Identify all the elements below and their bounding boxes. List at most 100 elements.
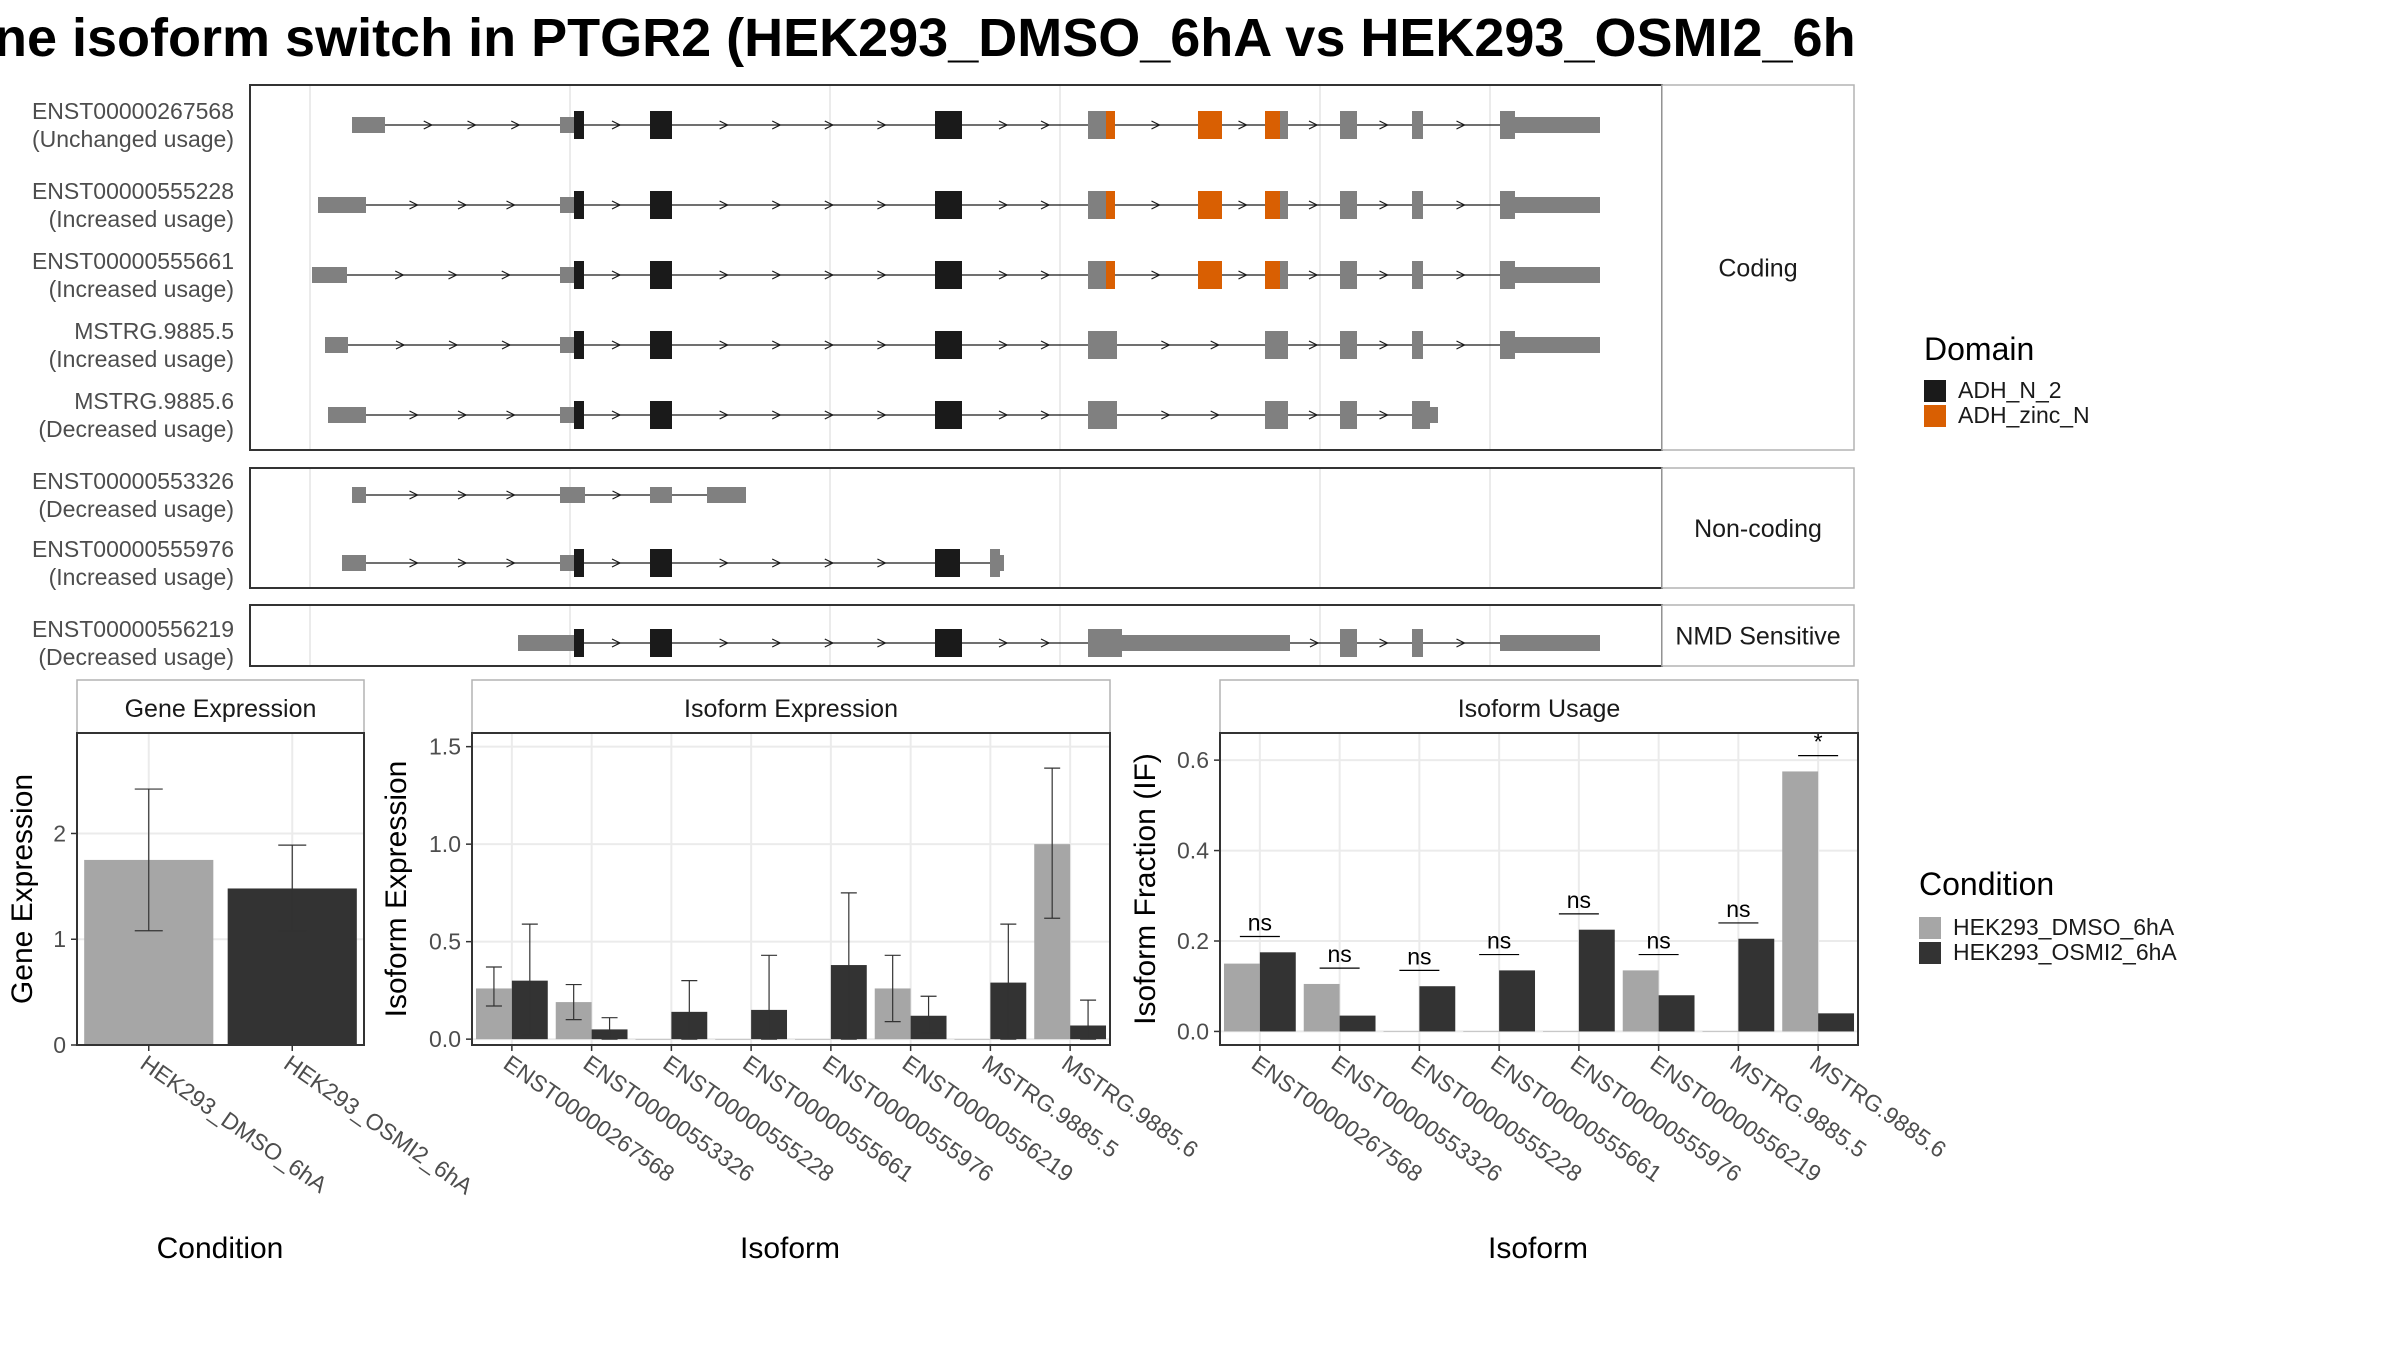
intron-arrow <box>448 270 458 280</box>
exon <box>560 267 577 283</box>
intron-arrow <box>877 340 887 350</box>
bar <box>954 1039 991 1040</box>
chart-title: Isoform Usage <box>1458 695 1621 723</box>
bar <box>1738 938 1775 1032</box>
intron-arrow <box>409 200 419 210</box>
intron-arrow <box>771 410 782 420</box>
intron-arrow <box>1456 200 1466 210</box>
exon <box>1515 337 1600 353</box>
intron-arrow <box>510 120 521 130</box>
exon <box>560 487 585 503</box>
y-axis-title: Isoform Fraction (IF) <box>1129 753 1162 1025</box>
transcript-row: ENST00000555661(Increased usage) <box>32 248 1600 302</box>
intron-arrow <box>824 340 835 350</box>
exon <box>1280 261 1288 289</box>
intron-arrow <box>877 120 887 130</box>
y-axis-title: Isoform Expression <box>380 761 413 1018</box>
y-tick-label: 0.2 <box>1177 928 1209 954</box>
exon <box>342 555 366 571</box>
exon <box>318 197 366 213</box>
intron-arrow <box>824 200 835 210</box>
y-axis-title: Gene Expression <box>6 774 39 1004</box>
intron-arrow <box>719 270 729 280</box>
exon <box>352 117 385 133</box>
y-tick-label: 1.0 <box>429 831 461 857</box>
bar <box>794 1039 831 1040</box>
transcript-row: MSTRG.9885.5(Increased usage) <box>49 318 1600 372</box>
intron-arrow <box>998 120 1009 130</box>
intron-arrow <box>998 270 1009 280</box>
exon <box>990 549 1000 577</box>
domain-adh-zinc <box>1198 261 1222 289</box>
exon <box>1500 635 1600 651</box>
transcript-facet: NMD Sensitive <box>249 604 1855 667</box>
y-tick-label: 1.5 <box>429 734 461 760</box>
intron-arrow <box>719 558 729 568</box>
isoform-id-label: MSTRG.9885.5 <box>74 318 234 344</box>
bar <box>1622 970 1659 1032</box>
intron-arrow <box>1309 638 1320 648</box>
intron-arrow <box>1379 638 1389 648</box>
bar <box>1542 1031 1579 1032</box>
domain-adh-n2 <box>650 111 672 139</box>
intron-arrow <box>409 410 419 420</box>
isoform-id-label: ENST00000267568 <box>32 98 234 124</box>
domain-adh-n2 <box>650 549 672 577</box>
intron-arrow <box>395 340 406 350</box>
intron-arrow <box>1210 340 1221 350</box>
transcript-row: ENST00000555976(Increased usage) <box>32 536 1004 590</box>
isoform-status-label: (Decreased usage) <box>38 644 234 670</box>
bar <box>1782 771 1819 1032</box>
exon <box>1412 191 1423 219</box>
domain-adh-n2 <box>574 401 584 429</box>
plot-border <box>1219 732 1859 1046</box>
exon <box>1340 401 1357 429</box>
y-tick-label: 2 <box>53 820 66 846</box>
exon <box>1430 407 1438 423</box>
intron-arrow <box>611 410 622 420</box>
domain-adh-zinc <box>1106 111 1115 139</box>
chart-strip <box>76 679 365 734</box>
exon <box>1265 331 1288 359</box>
isoform-status-label: (Increased usage) <box>49 564 234 590</box>
bar-chart-1: Isoform Expression0.00.51.01.5ENST000002… <box>380 679 1203 1265</box>
x-axis-title: Condition <box>157 1232 284 1265</box>
intron-arrow <box>1379 270 1389 280</box>
domain-legend-label: ADH_zinc_N <box>1958 402 2090 428</box>
exon <box>1088 261 1106 289</box>
isoform-status-label: (Increased usage) <box>49 276 234 302</box>
intron-arrow <box>457 200 468 210</box>
intron-arrow <box>1308 410 1319 420</box>
exon <box>560 337 577 353</box>
intron-arrow <box>998 410 1009 420</box>
intron-arrow <box>1161 340 1171 350</box>
y-tick-label: 0.0 <box>1177 1018 1209 1044</box>
transcript-facet: Non-coding <box>249 467 1855 589</box>
isoform-status-label: (Increased usage) <box>49 346 234 372</box>
facet-strip-label: Non-coding <box>1694 515 1822 543</box>
domain-adh-n2 <box>574 261 584 289</box>
bar <box>715 1039 752 1040</box>
facet-strip <box>1661 84 1855 451</box>
isoform-status-label: (Decreased usage) <box>38 416 234 442</box>
figure-title: ne isoform switch in PTGR2 (HEK293_DMSO_… <box>0 8 1856 68</box>
intron-arrow <box>1040 340 1051 350</box>
exon <box>1412 331 1423 359</box>
significance-label: * <box>1814 729 1823 755</box>
exon <box>1500 111 1515 139</box>
exon <box>352 487 366 503</box>
intron-arrow <box>1151 270 1161 280</box>
intron-arrow <box>457 490 468 500</box>
domain-adh-n2 <box>935 331 962 359</box>
exon <box>312 267 347 283</box>
condition-legend-label: HEK293_DMSO_6hA <box>1953 914 2175 940</box>
y-tick-label: 1 <box>53 926 66 952</box>
transcript-row: MSTRG.9885.6(Decreased usage) <box>38 388 1438 442</box>
exon <box>1340 191 1357 219</box>
exon <box>1340 629 1357 657</box>
transcript-facet: Coding <box>249 84 1855 451</box>
bar <box>1463 1031 1500 1032</box>
intron-arrow <box>877 410 887 420</box>
